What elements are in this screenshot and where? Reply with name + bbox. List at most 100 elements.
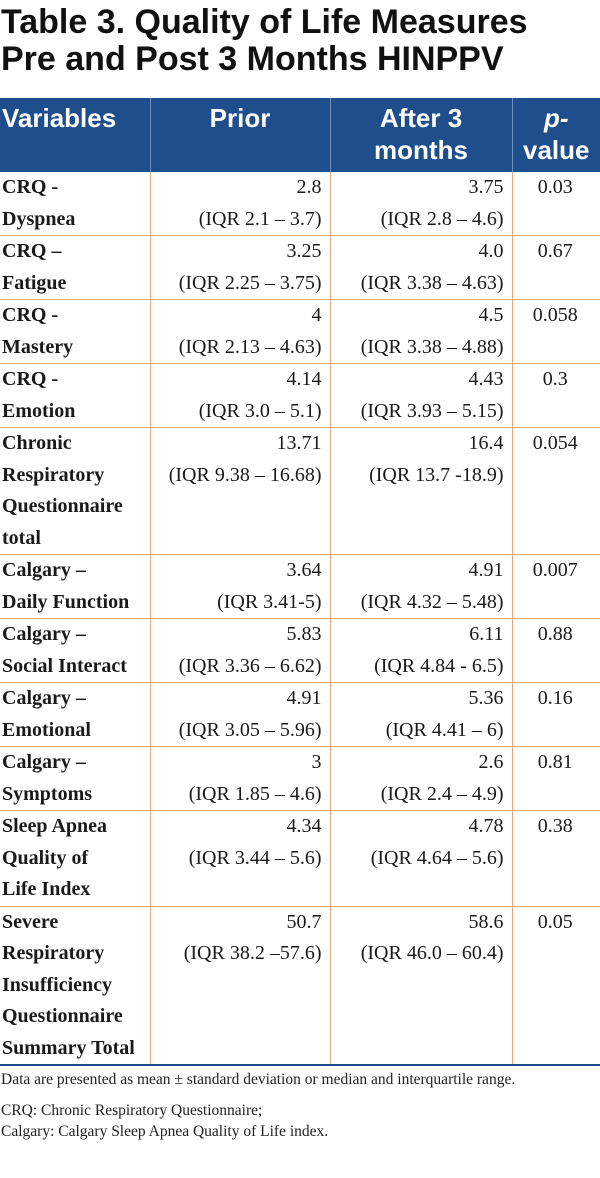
note-data-presentation: Data are presented as mean ± standard de… bbox=[1, 1071, 516, 1088]
variable-line: Sleep Apnea bbox=[2, 815, 108, 837]
cell-variable: CRQ - Emotion bbox=[0, 363, 150, 428]
cell-prior: 4.34 (IQR 3.44 – 5.6) bbox=[149, 810, 330, 907]
cell-after-value: 3.75 bbox=[468, 176, 504, 198]
variable-line: Calgary – bbox=[2, 751, 86, 773]
cell-prior-value: 4.34 bbox=[286, 815, 322, 837]
cell-prior-iqr: (IQR 9.38 – 16.68) bbox=[168, 463, 322, 486]
cell-variable: Sleep Apnea Quality of Life Index bbox=[0, 810, 150, 907]
variable-line: Dyspnea bbox=[2, 207, 76, 230]
cell-after: 3.75 (IQR 2.8 – 4.6) bbox=[329, 172, 512, 236]
variable-line: Calgary – bbox=[2, 687, 86, 709]
variable-line: Quality of bbox=[2, 846, 89, 869]
cell-prior: 4.91 (IQR 3.05 – 5.96) bbox=[149, 682, 330, 747]
cell-p-value: 0.88 bbox=[511, 618, 600, 683]
variable-line: Daily Function bbox=[2, 590, 130, 613]
title-line-1: Table 3. Quality of Life Measures bbox=[1, 3, 528, 41]
cell-prior-iqr: (IQR 3.41-5) bbox=[217, 590, 322, 613]
variable-line: Symptoms bbox=[2, 782, 93, 805]
cell-p-value: 0.058 bbox=[511, 299, 600, 364]
note-calgary: Calgary: Calgary Sleep Apnea Quality of … bbox=[1, 1123, 329, 1140]
cell-after: 2.6 (IQR 2.4 – 4.9) bbox=[329, 746, 512, 811]
cell-p-value: 0.81 bbox=[511, 746, 600, 811]
note-abbreviations: CRQ: Chronic Respiratory Questionnaire; … bbox=[0, 1100, 600, 1142]
cell-variable: Severe Respiratory Insufficiency Questionna… bbox=[0, 906, 150, 1066]
variable-line: CRQ - bbox=[2, 304, 59, 326]
cell-after: 58.6 (IQR 46.0 – 60.4) bbox=[329, 906, 512, 1066]
header-after-line2: months bbox=[374, 135, 468, 165]
variable-line: Mastery bbox=[2, 335, 74, 358]
cell-prior-value: 5.83 bbox=[286, 623, 322, 645]
cell-prior-iqr: (IQR 3.44 – 5.6) bbox=[188, 846, 322, 869]
cell-prior: 4.14 (IQR 3.0 – 5.1) bbox=[149, 363, 330, 428]
table-header: Variables Prior After 3 months p- value bbox=[0, 98, 600, 172]
cell-after: 16.4 (IQR 13.7 -18.9) bbox=[329, 427, 512, 555]
header-row: Variables Prior After 3 months p- value bbox=[0, 98, 600, 172]
table-row: Chronic Respiratory Questionnaire total 13.7… bbox=[0, 427, 600, 555]
cell-p-value: 0.05 bbox=[511, 906, 600, 1066]
variable-line: Emotion bbox=[2, 399, 76, 422]
cell-after-iqr: (IQR 2.4 – 4.9) bbox=[380, 782, 504, 805]
cell-p-value: 0.054 bbox=[511, 427, 600, 555]
variable-line: Social Interact bbox=[2, 654, 127, 677]
table-row: Calgary – Daily Function 3.64 (IQR 3.41-5) 4… bbox=[0, 554, 600, 619]
cell-prior-iqr: (IQR 3.05 – 5.96) bbox=[178, 718, 322, 741]
cell-prior: 3 (IQR 1.85 – 4.6) bbox=[149, 746, 330, 811]
variable-line: Chronic bbox=[2, 432, 72, 454]
cell-prior: 3.64 (IQR 3.41-5) bbox=[149, 554, 330, 619]
variable-line: Summary Total bbox=[2, 1036, 135, 1059]
cell-prior-value: 2.8 bbox=[296, 176, 322, 198]
cell-after-value: 6.11 bbox=[469, 623, 504, 645]
header-p-value: p- value bbox=[511, 98, 600, 172]
cell-after-value: 5.36 bbox=[468, 687, 504, 709]
cell-prior: 2.8 (IQR 2.1 – 3.7) bbox=[149, 172, 330, 236]
variable-line: Calgary – bbox=[2, 623, 86, 645]
variable-line: Respiratory bbox=[2, 942, 105, 964]
cell-after: 5.36 (IQR 4.41 – 6) bbox=[329, 682, 512, 747]
cell-variable: CRQ - Mastery bbox=[0, 299, 150, 364]
variable-line: Questionnaire bbox=[2, 495, 123, 517]
variable-line: total bbox=[2, 526, 41, 549]
cell-after-value: 2.6 bbox=[478, 751, 504, 773]
cell-p-value: 0.007 bbox=[511, 554, 600, 619]
cell-after-value: 58.6 bbox=[468, 910, 504, 933]
cell-p-value: 0.16 bbox=[511, 682, 600, 747]
cell-p-value: 0.03 bbox=[511, 172, 600, 236]
cell-prior-value: 4.91 bbox=[286, 687, 322, 709]
cell-variable: CRQ - Dyspnea bbox=[0, 172, 150, 236]
table-row: CRQ - Mastery 4 (IQR 2.13 – 4.63) 4.5 (IQR 3.… bbox=[0, 299, 600, 364]
cell-after-value: 4.43 bbox=[468, 368, 504, 390]
table-row: Calgary – Emotional 4.91 (IQR 3.05 – 5.96) 5… bbox=[0, 682, 600, 747]
table-row: Calgary – Social Interact 5.83 (IQR 3.36 – … bbox=[0, 618, 600, 683]
note-crq: CRQ: Chronic Respiratory Questionnaire; bbox=[1, 1102, 263, 1119]
cell-prior-value: 3 bbox=[311, 751, 322, 773]
cell-after-iqr: (IQR 13.7 -18.9) bbox=[369, 463, 504, 486]
header-p-line2: value bbox=[523, 135, 590, 165]
cell-p-value: 0.67 bbox=[511, 235, 600, 300]
table-row: CRQ – Fatigue 3.25 (IQR 2.25 – 3.75) 4.0 (IQR… bbox=[0, 235, 600, 300]
table-title: Table 3. Quality of Life Measures Pre an… bbox=[0, 0, 600, 78]
cell-after: 4.91 (IQR 4.32 – 5.48) bbox=[329, 554, 512, 619]
cell-after: 4.43 (IQR 3.93 – 5.15) bbox=[329, 363, 512, 428]
variable-line: Insufficiency bbox=[2, 973, 112, 996]
header-variables: Variables bbox=[0, 98, 150, 172]
cell-p-value: 0.38 bbox=[511, 810, 600, 907]
cell-after: 4.5 (IQR 3.38 – 4.88) bbox=[329, 299, 512, 364]
cell-after-iqr: (IQR 4.32 – 5.48) bbox=[360, 590, 504, 613]
cell-after-value: 16.4 bbox=[468, 432, 504, 454]
table-body: CRQ - Dyspnea 2.8 (IQR 2.1 – 3.7) 3.75 (IQR 2… bbox=[0, 172, 600, 1066]
cell-prior-iqr: (IQR 2.13 – 4.63) bbox=[178, 335, 322, 358]
variable-line: Fatigue bbox=[2, 271, 67, 294]
cell-after-iqr: (IQR 4.84 - 6.5) bbox=[374, 654, 504, 677]
cell-prior: 50.7 (IQR 38.2 –57.6) bbox=[149, 906, 330, 1066]
cell-after-value: 4.91 bbox=[468, 559, 504, 581]
cell-prior-iqr: (IQR 1.85 – 4.6) bbox=[188, 782, 322, 805]
cell-prior: 4 (IQR 2.13 – 4.63) bbox=[149, 299, 330, 364]
header-after-line1: After 3 bbox=[379, 103, 463, 133]
cell-variable: Calgary – Social Interact bbox=[0, 618, 150, 683]
cell-prior-value: 50.7 bbox=[286, 910, 322, 933]
quality-of-life-table: Variables Prior After 3 months p- value … bbox=[0, 98, 600, 1066]
header-p-line1: p- bbox=[543, 103, 569, 133]
cell-variable: Calgary – Daily Function bbox=[0, 554, 150, 619]
cell-prior-value: 3.64 bbox=[286, 559, 322, 581]
table-row: Sleep Apnea Quality of Life Index 4.34 (IQR … bbox=[0, 810, 600, 907]
